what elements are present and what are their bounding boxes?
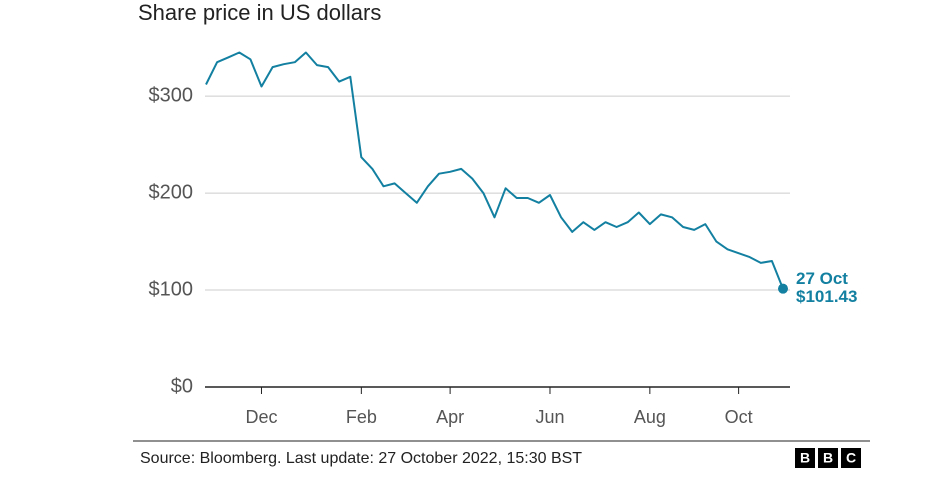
annotation-value: $101.43 [796,287,857,306]
x-tick-label: Dec [245,407,277,427]
y-tick-label: $0 [171,375,193,397]
logo-box [818,448,838,468]
logo-letter: C [846,450,856,466]
x-tick-label: Feb [346,407,377,427]
logo-box [795,448,815,468]
y-tick-label: $100 [149,278,194,300]
x-tick-label: Oct [725,407,753,427]
x-tick-label: Jun [535,407,564,427]
end-dot [778,283,788,294]
logo-letter: B [823,450,833,466]
y-tick-label: $200 [149,181,194,203]
annotation-date: 27 Oct [796,269,848,288]
x-tick-label: Apr [436,407,464,427]
logo-box [841,448,861,468]
source: Source: Bloomberg. Last update: 27 Octob… [140,450,582,467]
y-tick-label: $300 [149,84,194,106]
x-tick-label: Aug [634,407,666,427]
price-line [205,51,784,290]
chart-title: Share price in US dollars [138,0,381,25]
logo-letter: B [800,450,810,466]
